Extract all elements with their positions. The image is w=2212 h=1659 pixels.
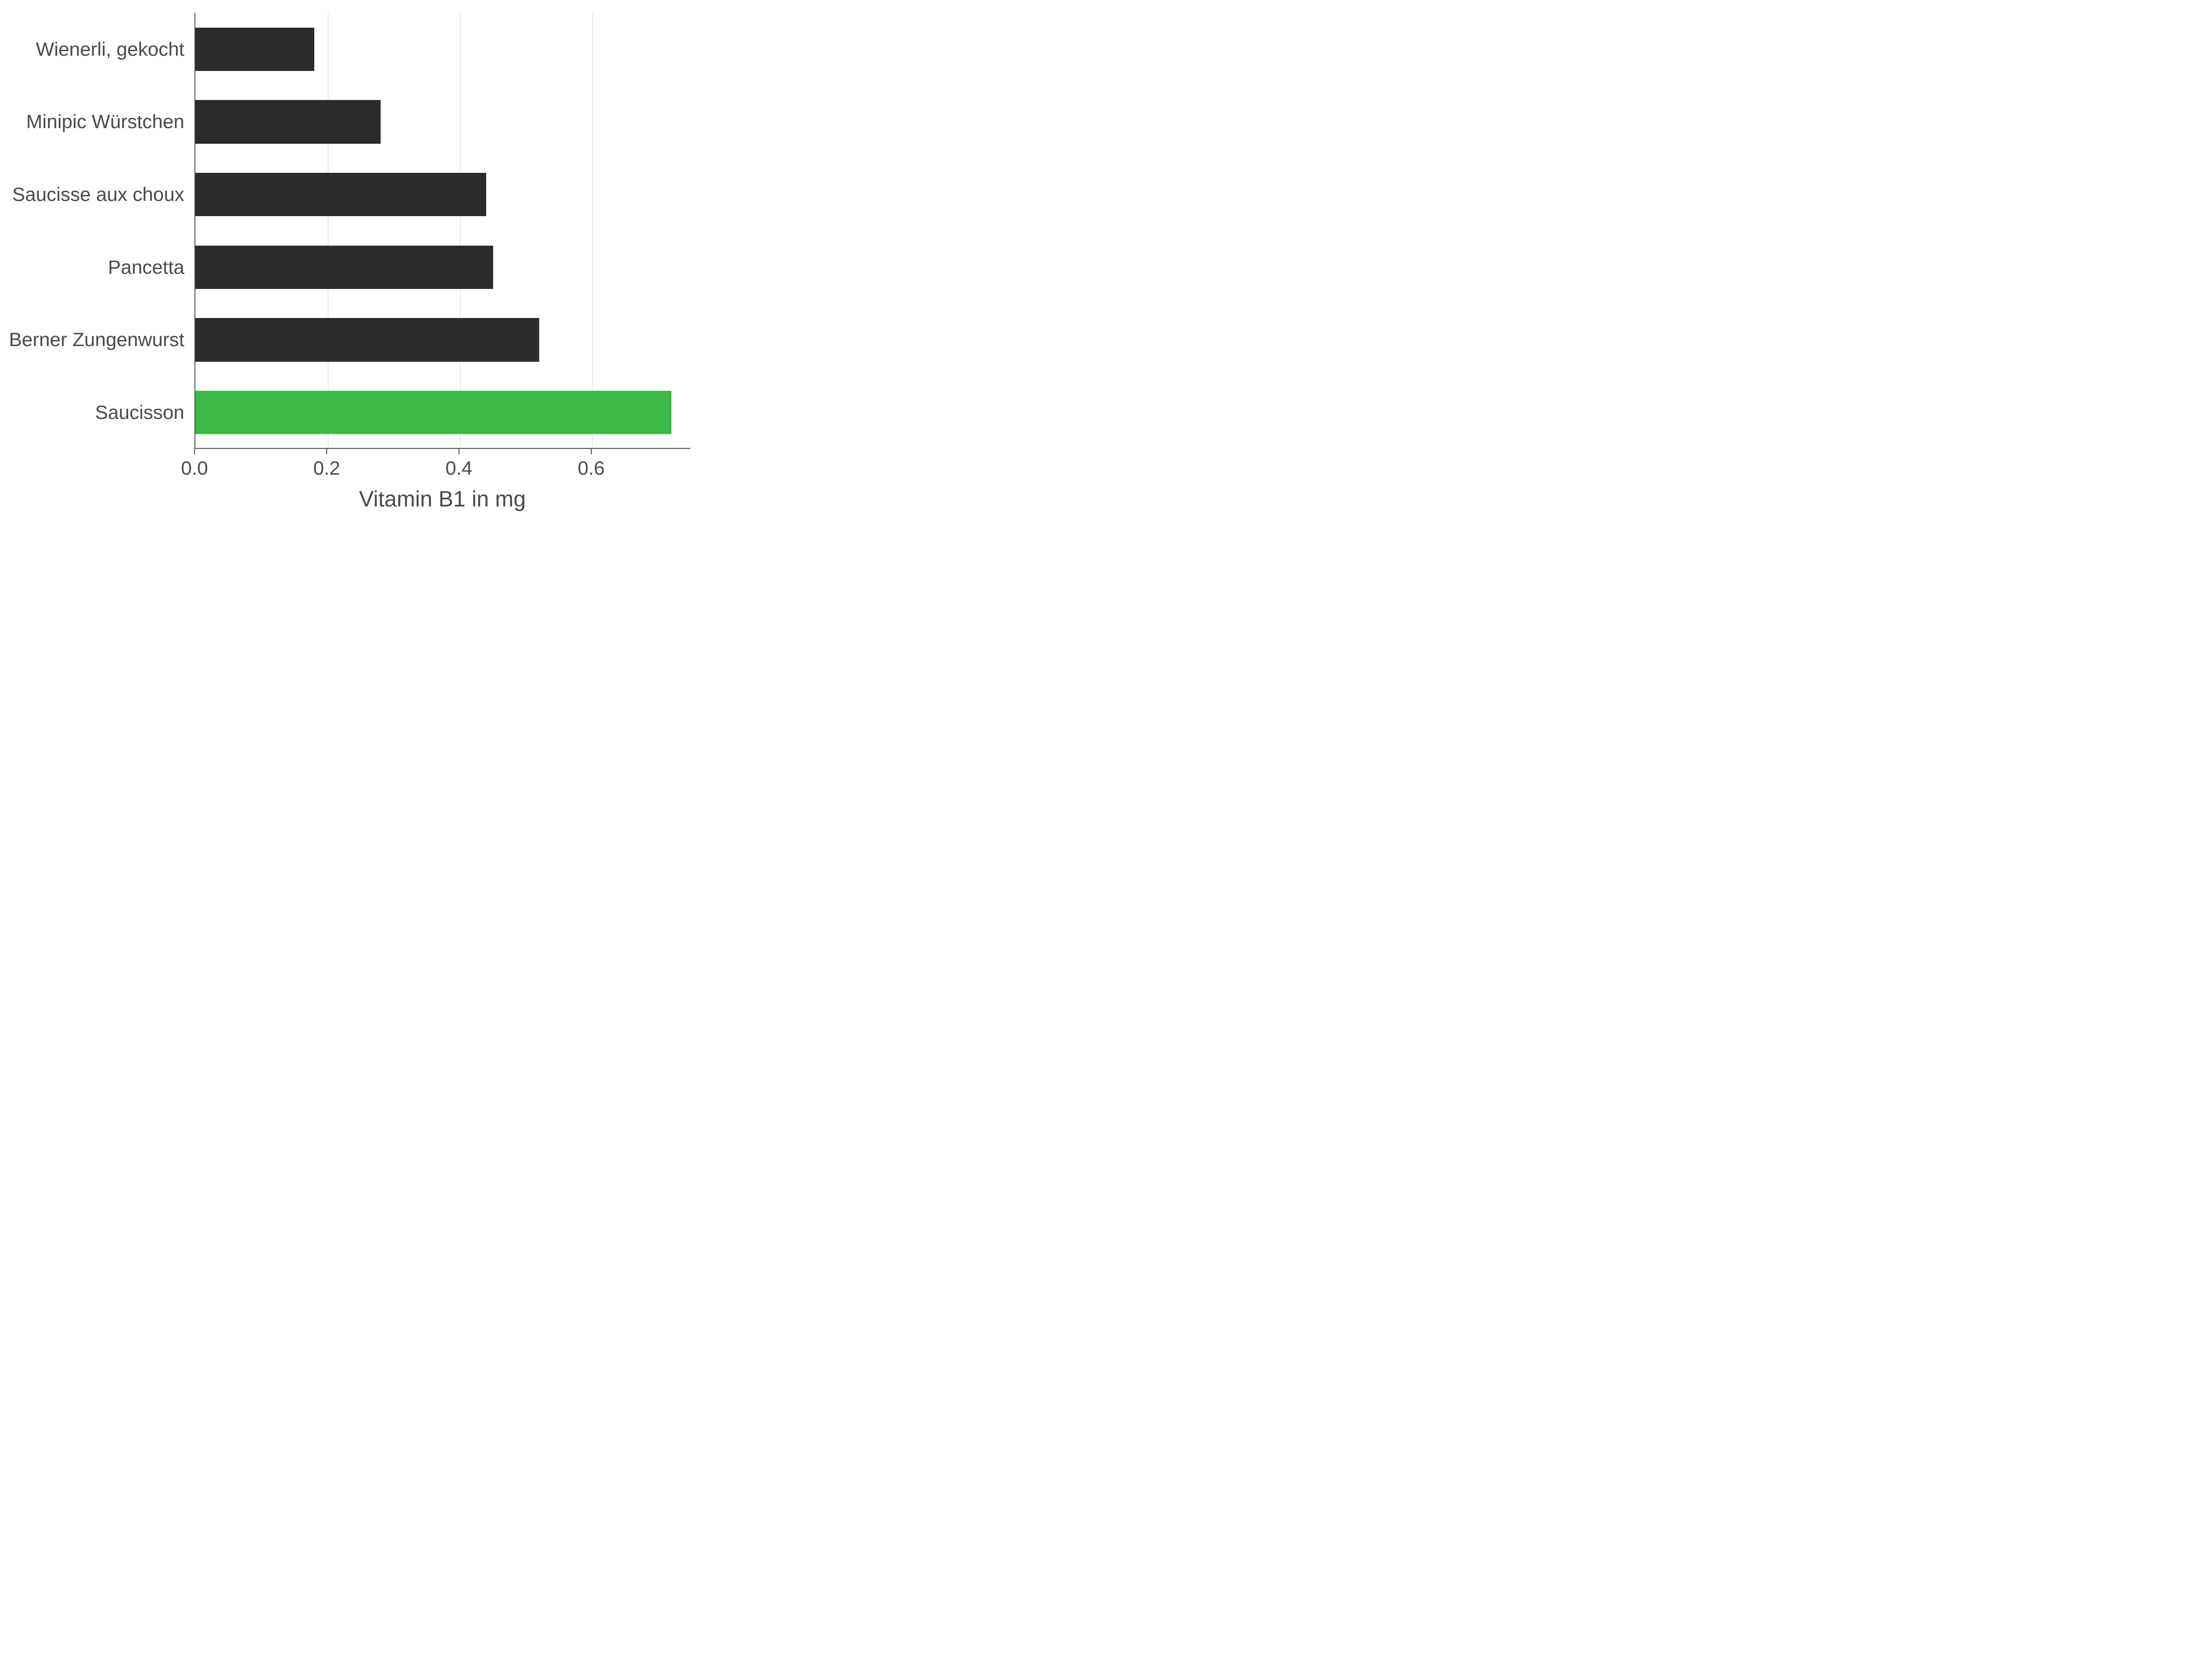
bar: [195, 173, 486, 217]
x-tick-mark: [591, 449, 592, 454]
bar-chart: Vitamin B1 in mg 0.0 0.2 0.4 0.6 Wienerli, g…: [0, 0, 708, 531]
plot-area: [194, 13, 690, 449]
x-tick-mark: [194, 449, 195, 454]
gridline: [592, 13, 593, 448]
x-tick-label: 0.4: [431, 457, 487, 479]
x-tick-label: 0.0: [167, 457, 222, 479]
x-tick-label: 0.6: [564, 457, 619, 479]
y-tick-label: Saucisse aux choux: [12, 182, 184, 207]
x-axis-title: Vitamin B1 in mg: [194, 487, 690, 512]
y-tick-label: Berner Zungenwurst: [9, 327, 184, 353]
bar: [195, 28, 314, 71]
x-tick-mark: [326, 449, 327, 454]
gridline: [460, 13, 461, 448]
x-tick-label: 0.2: [299, 457, 354, 479]
gridline: [328, 13, 329, 448]
y-tick-label: Saucisson: [95, 400, 184, 425]
bar: [195, 246, 493, 289]
bar: [195, 391, 671, 435]
bar: [195, 318, 539, 362]
y-tick-label: Minipic Würstchen: [26, 109, 184, 135]
y-tick-label: Pancetta: [108, 255, 184, 280]
y-tick-label: Wienerli, gekocht: [36, 37, 184, 62]
bar: [195, 100, 381, 144]
